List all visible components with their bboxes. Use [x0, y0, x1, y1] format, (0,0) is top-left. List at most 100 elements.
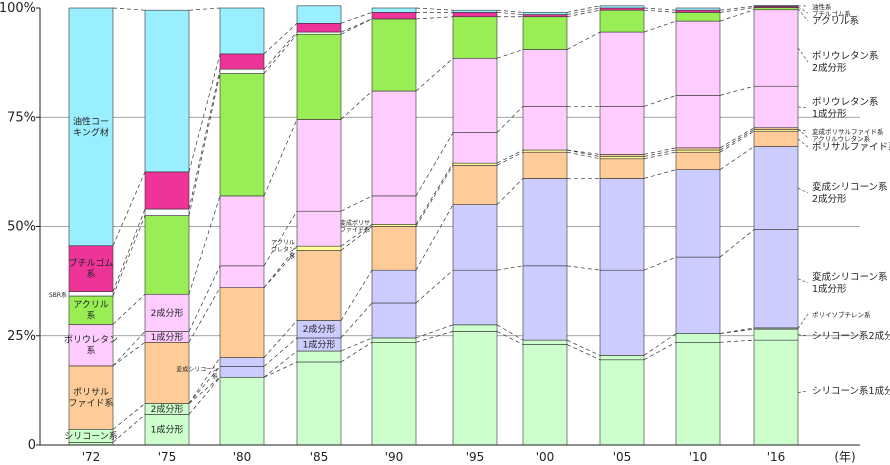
connector-line	[566, 344, 601, 361]
bar-segment	[371, 18, 417, 92]
bar-segment	[296, 250, 342, 321]
connector-line	[415, 162, 454, 225]
bar-'95	[452, 9, 498, 446]
x-axis: '72 '75 '80 '85 '90 '95 '00 '05 '10 '16	[82, 450, 786, 464]
right-label-leader	[797, 313, 809, 329]
bar-segment	[296, 5, 342, 24]
connector-line	[643, 95, 677, 107]
bar-outside-label: 変成ポリサファイド系	[340, 219, 370, 234]
connector-line	[415, 7, 454, 11]
connector-line	[415, 165, 454, 227]
bar-segment	[296, 361, 342, 446]
right-label: ポリウレタン系 1成分形	[812, 97, 879, 120]
right-label-leader	[797, 47, 809, 63]
bar-segment	[452, 12, 498, 18]
connector-line	[719, 85, 755, 96]
connector-line	[566, 151, 601, 160]
bar-segment	[522, 106, 568, 151]
connector-line	[112, 403, 146, 430]
connector-line	[496, 12, 524, 15]
bar-segment	[371, 195, 417, 225]
connector-line	[263, 211, 298, 267]
bars	[68, 5, 799, 446]
right-label: ポリサルファイド系	[812, 142, 890, 153]
bar-segment	[296, 245, 342, 251]
right-label-leader	[797, 106, 809, 109]
bar-segment	[675, 12, 721, 22]
bar-segment	[68, 7, 114, 247]
bar-segment	[452, 331, 498, 446]
connector-line	[719, 7, 755, 13]
connector-line	[496, 151, 524, 166]
bar-segment	[219, 68, 265, 74]
bar-'90	[371, 7, 417, 446]
connector-line	[188, 377, 221, 415]
x-tick-label: '80	[233, 450, 252, 464]
bar-segment	[296, 33, 342, 120]
bar-segment	[452, 16, 498, 59]
bar-segment	[219, 376, 265, 446]
bar-segment	[219, 73, 265, 197]
bar-segment	[675, 9, 721, 13]
connector-line	[566, 149, 601, 155]
bar-segment	[522, 16, 568, 50]
bar-segment	[144, 293, 190, 332]
bar-segment	[522, 149, 568, 153]
bar-segment	[219, 195, 265, 267]
segment-labels: 油性コーキング材ブチルゴム系アクリル系ポリウレタン系ポリサルファイド系シリコーン…	[49, 115, 370, 441]
bar-segment	[452, 204, 498, 271]
connector-line	[188, 195, 221, 295]
bar-segment	[753, 5, 799, 7]
bar-segment	[371, 226, 417, 271]
bar-segment	[452, 165, 498, 205]
bar-segment	[68, 245, 114, 292]
right-label: アクリルウレタン系	[812, 134, 871, 143]
connector-line	[112, 171, 146, 246]
connector-line	[719, 129, 755, 151]
connector-line	[263, 250, 298, 288]
connector-line	[719, 327, 755, 334]
y-tick-label: 50%	[7, 220, 36, 235]
connector-line	[496, 49, 524, 59]
connector-line	[340, 224, 373, 247]
connector-line	[643, 147, 677, 155]
connector-line	[415, 331, 454, 343]
bar-segment	[599, 178, 645, 271]
y-tick-label: 75%	[7, 110, 36, 125]
connector-line	[340, 270, 373, 321]
connector-line	[719, 339, 755, 343]
connector-line	[188, 265, 221, 332]
x-tick-label: '85	[310, 450, 329, 464]
right-label-leader	[797, 187, 809, 194]
bar-segment	[522, 178, 568, 267]
right-label-leader	[797, 130, 809, 132]
connector-line	[496, 149, 524, 164]
x-tick-label: '10	[689, 450, 708, 464]
bar-segment	[599, 31, 645, 107]
right-label: ブチルゴム系	[812, 9, 851, 18]
x-tick-label: '72	[82, 450, 101, 464]
bar-segment-label: アクリル系	[73, 300, 109, 322]
bar-'00	[522, 12, 568, 446]
connector-line	[643, 9, 677, 13]
connector-line	[112, 342, 146, 367]
connector-line	[643, 151, 677, 160]
connector-line	[415, 16, 454, 20]
right-label: 変成ポリサルファイド系	[812, 127, 884, 136]
bar-segment-label: 油性コーキング材	[73, 115, 109, 138]
bar-segment	[522, 265, 568, 341]
bar-segment	[753, 229, 799, 329]
connector-line	[188, 53, 221, 172]
bar-'85	[296, 5, 342, 446]
connector-line	[566, 7, 601, 15]
bar-segment	[144, 171, 190, 210]
bar-segment-label: シリコーン系	[64, 431, 118, 442]
bar-segment-label: 1成分形	[151, 424, 184, 436]
x-tick-label: '75	[158, 450, 177, 464]
connector-line	[188, 73, 221, 216]
bar-segment	[219, 357, 265, 367]
x-tick-label: '00	[536, 450, 555, 464]
bar-segment	[371, 337, 417, 343]
connector-line	[719, 9, 755, 22]
bar-'16	[753, 5, 799, 446]
